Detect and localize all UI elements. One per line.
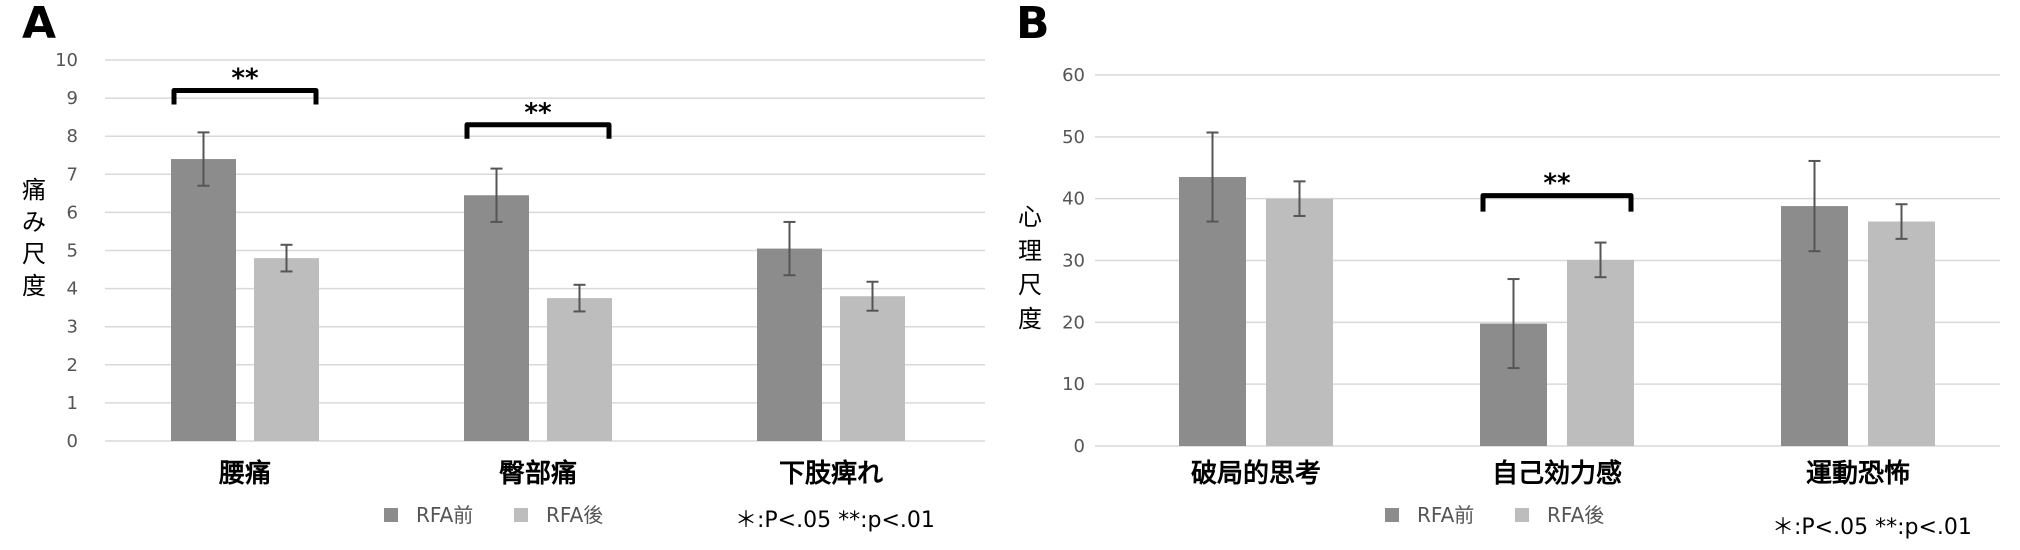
bar-b-after-0 bbox=[1266, 198, 1333, 446]
y-axis-label-a: 痛み尺度 bbox=[22, 176, 46, 300]
legend-label-before-b: RFA前 bbox=[1417, 503, 1474, 527]
bar-b-after-2 bbox=[1868, 221, 1935, 446]
y-tick-label-b-4: 40 bbox=[1062, 189, 1085, 210]
y-tick-label-b-5: 50 bbox=[1062, 127, 1085, 148]
bar-a-before-1 bbox=[464, 195, 529, 441]
significance-label-a-0: ** bbox=[231, 63, 259, 93]
legend-swatch-before-a bbox=[384, 508, 398, 522]
y-tick-label-b-3: 30 bbox=[1062, 251, 1085, 272]
legend-label-before-a: RFA前 bbox=[416, 503, 473, 527]
y-tick-label-b-2: 20 bbox=[1062, 312, 1085, 333]
y-tick-label-a-5: 5 bbox=[67, 241, 78, 262]
legend-label-after-a: RFA後 bbox=[546, 503, 603, 527]
legend-label-after-b: RFA後 bbox=[1547, 503, 1604, 527]
panel-label-b: B bbox=[1016, 0, 1050, 49]
bar-a-before-2 bbox=[757, 248, 822, 441]
y-tick-label-b-6: 60 bbox=[1062, 65, 1085, 86]
bar-a-after-0 bbox=[254, 258, 319, 441]
bar-a-after-1 bbox=[547, 298, 612, 441]
significance-label-b-0: ** bbox=[1543, 169, 1571, 199]
y-tick-label-a-10: 10 bbox=[55, 50, 78, 71]
y-tick-label-b-1: 10 bbox=[1062, 374, 1085, 395]
legend-swatch-after-b bbox=[1515, 508, 1529, 522]
significance-label-a-1: ** bbox=[524, 98, 552, 128]
panel-label-a: A bbox=[22, 0, 56, 49]
category-label-a-1: 臀部痛 bbox=[499, 458, 577, 489]
category-label-b-2: 運動恐怖 bbox=[1806, 458, 1910, 489]
y-tick-label-a-4: 4 bbox=[67, 279, 78, 300]
bar-a-before-0 bbox=[171, 159, 236, 441]
category-label-a-0: 腰痛 bbox=[218, 458, 271, 489]
bar-a-after-2 bbox=[840, 296, 905, 441]
y-tick-label-a-2: 2 bbox=[67, 355, 78, 376]
y-tick-label-a-8: 8 bbox=[67, 126, 78, 147]
legend-swatch-before-b bbox=[1385, 508, 1399, 522]
bar-b-after-1 bbox=[1567, 259, 1634, 446]
y-tick-label-a-6: 6 bbox=[67, 202, 78, 223]
y-axis-label-b: 心理尺度 bbox=[1018, 203, 1042, 333]
category-label-b-1: 自己効力感 bbox=[1492, 458, 1622, 489]
significance-note-a: ＊:P<.05 **:p<.01 bbox=[735, 508, 935, 533]
significance-note-b: ＊:P<.05 **:p<.01 bbox=[1772, 515, 1972, 540]
significance-bracket-a-1 bbox=[464, 122, 612, 139]
legend-swatch-after-a bbox=[514, 508, 528, 522]
category-label-b-0: 破局的思考 bbox=[1191, 458, 1321, 489]
y-tick-label-a-7: 7 bbox=[67, 164, 78, 185]
y-tick-label-a-9: 9 bbox=[67, 88, 78, 109]
y-tick-label-b-0: 0 bbox=[1074, 436, 1085, 457]
y-tick-label-a-1: 1 bbox=[67, 393, 78, 414]
category-label-a-2: 下肢痺れ bbox=[779, 458, 883, 489]
y-tick-label-a-3: 3 bbox=[67, 317, 78, 338]
y-tick-label-a-0: 0 bbox=[67, 431, 78, 452]
significance-bracket-b-0 bbox=[1480, 193, 1634, 212]
significance-bracket-a-0 bbox=[171, 87, 319, 105]
